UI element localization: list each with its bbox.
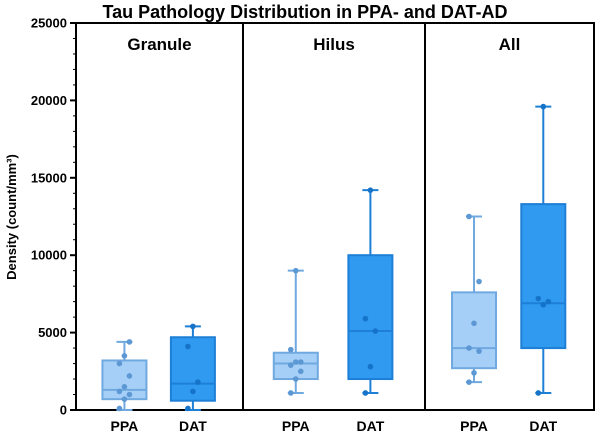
hilus-ppa-point [287,362,294,368]
granule-ppa-point [126,373,133,379]
all-ppa-category-label: PPA [460,418,488,434]
all-ppa-point [466,379,472,385]
hilus-ppa-point [297,359,304,365]
granule-ppa-point [116,388,123,395]
plot-frame [75,22,595,411]
panel-title: Hilus [313,35,355,54]
granule-dat-point [190,388,196,395]
y-axis-label: Density (count/mm³) [4,154,19,280]
granule-ppa-box [101,359,148,401]
hilus-dat-box [347,254,394,381]
plot-area: 0 5000 10000 15000 20000 25000 Granule PPA DAT Hi… [31,16,595,434]
all-dat-point [540,103,547,110]
y-tick-label: 10000 [31,248,67,263]
granule-ppa-point [126,339,133,345]
all-ppa-point [471,370,477,376]
panel-title: Granule [127,35,191,54]
granule-ppa-point [121,383,128,390]
y-tick-label: 0 [60,403,67,418]
granule-dat-point [195,379,201,385]
chart-title: Tau Pathology Distribution in PPA- and D… [103,2,508,22]
all-dat-box [520,203,567,350]
granule-dat-point [185,405,191,412]
hilus-ppa-category-label: PPA [282,418,310,434]
granule-ppa-point [121,353,128,359]
granule-ppa-point [121,396,128,402]
panel-title: All [499,35,521,54]
granule-dat-category-label: DAT [179,418,207,434]
granule-dat-point [185,343,191,350]
all-ppa-point [471,320,477,327]
all-dat-point [545,298,552,305]
hilus-ppa-box [272,351,319,381]
all-dat-category-label: DAT [529,418,557,434]
y-tick-label: 25000 [31,16,67,31]
all-ppa-point [476,348,482,354]
granule-ppa-point [126,391,133,398]
hilus-ppa-point [292,267,299,274]
y-tick-label: 5000 [38,325,67,340]
granule-ppa-point [116,360,123,367]
granule-dat-point [190,323,196,330]
granule-ppa-category-label: PPA [111,418,139,434]
hilus-dat-category-label: DAT [357,418,385,434]
hilus-dat-point [367,363,374,370]
all-ppa-box [451,291,498,370]
hilus-dat-point [362,315,369,322]
hilus-ppa-point [292,359,299,365]
hilus-ppa-point [292,376,299,382]
all-dat-point [540,301,547,308]
y-tick-label: 15000 [31,170,67,185]
hilus-dat-point [367,187,374,193]
y-tick-label: 20000 [31,93,67,108]
all-ppa-point [476,278,482,285]
hilus-dat-point [362,390,369,396]
all-ppa-point [466,345,472,351]
hilus-ppa-point [287,390,294,396]
hilus-ppa-point [297,368,304,375]
all-dat-point [535,390,542,396]
hilus-ppa-point [287,346,294,353]
all-dat-point [535,295,542,302]
hilus-dat-point [372,328,379,334]
all-ppa-point [466,213,472,220]
granule-ppa-point [116,405,123,412]
